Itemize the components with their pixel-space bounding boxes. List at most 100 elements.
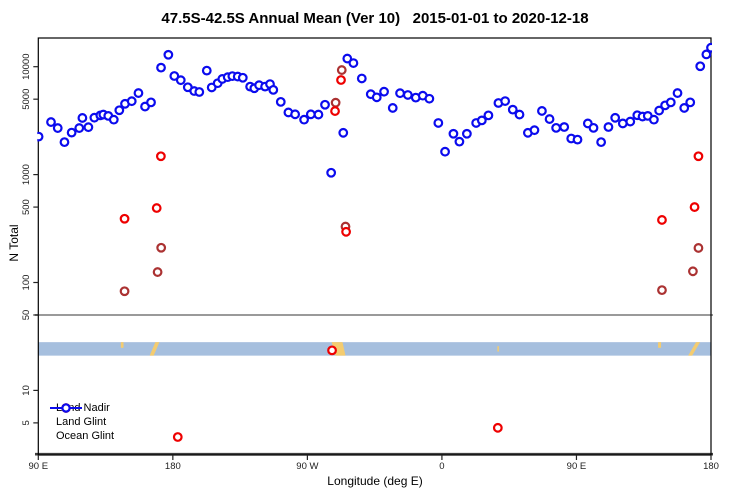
data-point-ocean-glint (83, 122, 94, 133)
data-point-ocean-glint (66, 127, 77, 138)
data-point-ocean-glint (299, 114, 309, 125)
data-point-land-glint (336, 75, 346, 85)
data-point-ocean-glint (163, 49, 174, 60)
data-point-ocean-glint (77, 113, 88, 123)
data-point-land-glint (492, 422, 503, 433)
data-point-land-glint (693, 151, 704, 162)
data-point-ocean-glint (529, 125, 540, 136)
data-point-ocean-glint (424, 93, 435, 104)
data-point-ocean-glint (665, 97, 676, 108)
x-tick-label: 0 (439, 461, 444, 472)
data-point-ocean-glint (537, 106, 547, 116)
data-point-ocean-glint (194, 87, 205, 97)
data-point-ocean-glint (133, 88, 144, 98)
legend-label: Land Glint (56, 416, 107, 428)
data-point-land-glint (657, 215, 667, 225)
y-axis-label: N Total (7, 224, 21, 262)
data-point-ocean-glint (326, 167, 337, 178)
data-point-ocean-glint (514, 109, 525, 120)
legend-label: Ocean Glint (56, 430, 115, 442)
data-point-ocean-glint (596, 137, 607, 148)
y-tick-label: 500 (21, 199, 32, 215)
data-point-ocean-glint (268, 84, 279, 95)
data-point-land-glint (327, 345, 337, 356)
data-point-land-nadir (657, 285, 667, 296)
data-point-ocean-glint (610, 112, 621, 123)
y-tick-label: 50 (21, 310, 32, 321)
legend: Land Nadir Land Glint Ocean Glint (48, 401, 114, 443)
x-tick-label: 90 E (29, 461, 49, 472)
data-point-ocean-glint (114, 105, 125, 116)
data-point-ocean-glint (387, 103, 398, 113)
data-point-land-nadir (330, 97, 341, 108)
data-point-ocean-glint (588, 122, 599, 133)
data-point-ocean-glint (544, 114, 555, 124)
data-point-land-nadir (336, 65, 347, 75)
data-point-ocean-glint (46, 117, 56, 127)
data-point-ocean-glint (52, 123, 63, 133)
land-patch (688, 342, 701, 356)
data-point-ocean-glint (706, 42, 713, 53)
data-point-ocean-glint (440, 146, 450, 157)
data-point-ocean-glint (275, 96, 286, 107)
data-point-land-glint (341, 226, 351, 237)
data-point-ocean-glint (603, 122, 614, 132)
data-point-ocean-glint (454, 136, 465, 147)
x-tick-label: 90 E (567, 461, 587, 472)
land-patch (120, 342, 124, 348)
y-tick-label: 5 (21, 420, 32, 425)
data-point-ocean-glint (156, 62, 166, 73)
y-tick-label: 10 (21, 385, 32, 396)
y-tick-label: 10000 (21, 53, 32, 79)
data-point-ocean-glint (201, 65, 212, 76)
chart-title: 47.5S-42.5S Annual Mean (Ver 10) 2015-01… (161, 10, 589, 27)
data-point-ocean-glint (448, 128, 459, 139)
data-point-land-glint (330, 106, 340, 116)
data-point-land-nadir (152, 267, 163, 277)
x-tick-label: 180 (703, 461, 719, 472)
data-point-ocean-glint (476, 115, 487, 126)
data-point-ocean-glint (37, 131, 44, 142)
data-point-land-glint (155, 151, 166, 162)
data-point-ocean-glint (59, 137, 70, 148)
data-point-ocean-glint (348, 58, 359, 68)
data-point-ocean-glint (559, 122, 570, 132)
data-point-ocean-glint (648, 114, 659, 125)
y-tick-label: 1000 (21, 164, 32, 185)
data-point-ocean-glint (402, 90, 413, 100)
data-point-ocean-glint (108, 114, 119, 125)
data-point-land-glint (119, 213, 130, 224)
data-point-ocean-glint (679, 103, 690, 113)
legend-item: Ocean Glint (48, 403, 115, 443)
data-point-ocean-glint (461, 128, 472, 139)
data-point-ocean-glint (507, 104, 518, 115)
data-point-ocean-glint (701, 49, 712, 60)
data-point-ocean-glint (379, 86, 389, 97)
x-axis-label: Longitude (deg E) (327, 474, 423, 488)
data-point-land-nadir (688, 266, 698, 277)
data-point-ocean-glint (433, 118, 444, 128)
data-point-ocean-glint (74, 123, 85, 133)
data-point-ocean-glint (169, 71, 180, 81)
data-point-ocean-glint (290, 109, 301, 120)
data-point-ocean-glint (483, 110, 494, 121)
data-point-ocean-glint (313, 109, 324, 120)
land-patch (149, 342, 160, 356)
data-point-ocean-glint (342, 53, 353, 64)
x-tick-label: 90 W (296, 461, 318, 472)
y-tick-label: 100 (21, 275, 32, 291)
data-point-ocean-glint (320, 99, 330, 110)
data-point-ocean-glint (175, 75, 186, 86)
data-point-ocean-glint (126, 96, 137, 107)
data-point-land-glint (689, 202, 700, 212)
data-points-layer (37, 42, 713, 442)
data-point-ocean-glint (371, 92, 382, 103)
data-point-land-nadir (693, 243, 704, 253)
map-band-ocean (38, 342, 712, 356)
data-point-ocean-glint (672, 88, 683, 98)
land-patch (497, 346, 499, 352)
data-point-ocean-glint (685, 97, 696, 108)
data-point-ocean-glint (305, 109, 316, 120)
